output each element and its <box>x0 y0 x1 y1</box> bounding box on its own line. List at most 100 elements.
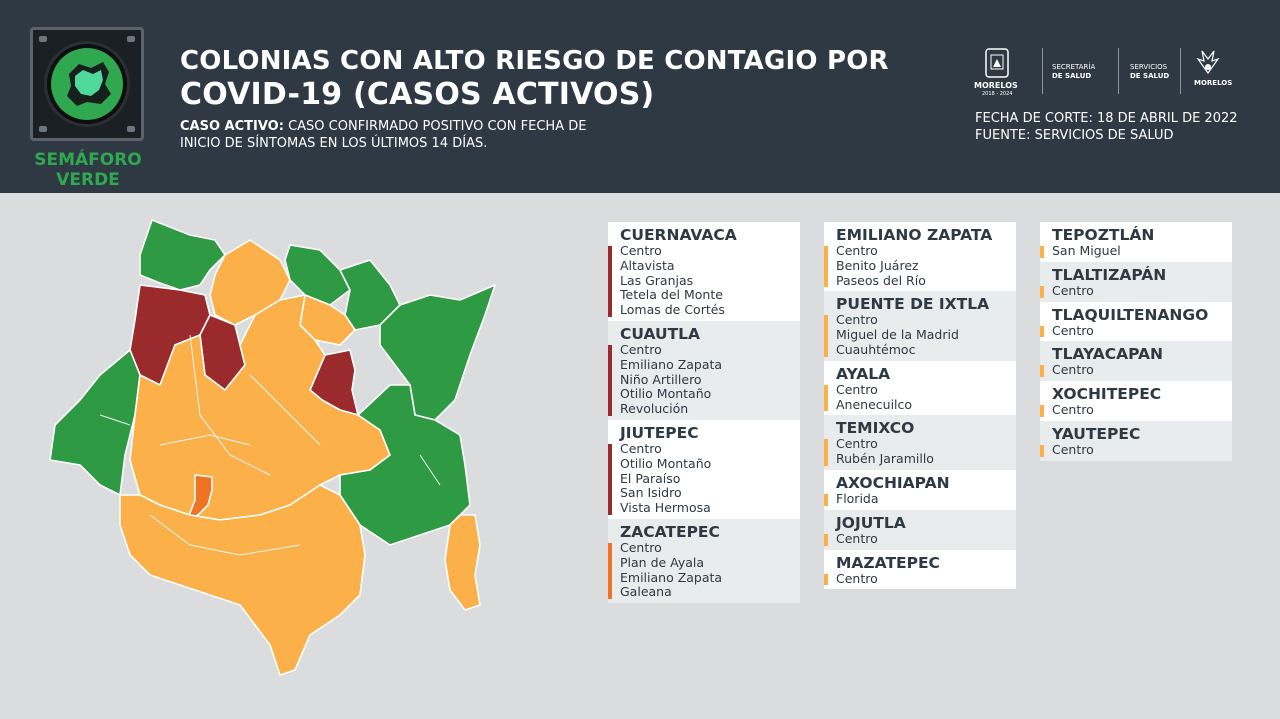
municipality-name: TLAYACAPAN <box>1052 345 1163 364</box>
date-and-source: FECHA DE CORTE: 18 DE ABRIL DE 2022 FUEN… <box>975 110 1238 144</box>
logo-morelos-years: 2018 - 2024 <box>982 91 1013 97</box>
logo-secretaria-line2: DE SALUD <box>1052 72 1092 80</box>
colonia-name: Emiliano Zapata <box>620 569 723 585</box>
colonia-name: Centro <box>1052 402 1094 418</box>
municipality-entry: JIUTEPEC Centro Otilio Montaño El Paraíso Sa… <box>608 419 800 519</box>
colonia-name: Vista Hermosa <box>620 500 711 516</box>
municipality-name: CUERNAVACA <box>620 226 737 244</box>
risk-color-bar <box>1040 405 1044 417</box>
colonia-name: San Miguel <box>1052 243 1121 258</box>
logo-servicios-line1: SERVICIOS <box>1130 63 1168 71</box>
municipality-name: JOJUTLA <box>836 513 906 532</box>
colonia-name: Centro <box>836 530 878 546</box>
municipality-entry: TEPOZTLÁN San Miguel <box>1040 222 1232 262</box>
colonia-name: Las Granjas <box>620 272 694 288</box>
colonia-name: Centro <box>1052 441 1094 457</box>
morelos-flower-icon <box>1196 50 1220 75</box>
risk-color-bar <box>1040 325 1044 338</box>
municipality-entry: CUERNAVACA Centro Altavista Las Granjas Tete… <box>608 222 800 321</box>
cutoff-date: FECHA DE CORTE: 18 DE ABRIL DE 2022 <box>975 111 1238 126</box>
municipality-entry: TEMIXCO Centro Rubén Jaramillo <box>824 415 1016 470</box>
colonia-name: Miguel de la Madrid <box>836 327 959 343</box>
colonia-name: Centro <box>836 243 878 258</box>
municipality-name: XOCHITEPEC <box>1052 385 1162 404</box>
source-text: FUENTE: SERVICIOS DE SALUD <box>975 128 1174 143</box>
municipality-entry: CUAUTLA Centro Emiliano Zapata Niño Artille… <box>608 320 800 420</box>
logo-morelos-text: MORELOS <box>974 81 1018 90</box>
risk-color-bar <box>608 443 612 515</box>
municipality-entry: MAZATEPEC Centro <box>824 549 1016 590</box>
colonia-name: San Isidro <box>620 485 682 501</box>
colonia-name: Centro <box>620 539 662 555</box>
municipality-name: AXOCHIAPAN <box>836 473 950 492</box>
municipality-name: TLALTIZAPÁN <box>1052 265 1167 284</box>
semaforo-label: SEMÁFORO VERDE <box>34 150 142 190</box>
colonia-name: Anenecuilco <box>836 396 913 412</box>
municipality-entry: AYALA Centro Anenecuilco <box>824 360 1016 416</box>
municipality-name: YAUTEPEC <box>1052 424 1141 443</box>
colonia-name: Tetela del Monte <box>620 287 723 303</box>
colonia-name: Altavista <box>620 257 675 273</box>
colonia-name: Emiliano Zapata <box>620 356 723 372</box>
list-column-2: EMILIANO ZAPATA Centro Benito Juárez Paseos… <box>824 222 1016 590</box>
header-banner: SEMÁFORO VERDE COLONIAS CON ALTO RIESGO … <box>0 0 1280 193</box>
risk-color-bar <box>824 533 828 546</box>
colonia-name: Plan de Ayala <box>620 554 705 570</box>
colonia-name: Revolución <box>620 401 689 417</box>
colonia-name: Niño Artillero <box>620 371 702 387</box>
municipality-entry: AXOCHIAPAN Florida <box>824 469 1016 510</box>
colonia-name: Centro <box>1052 322 1094 338</box>
colonia-name: Benito Juárez <box>836 257 919 273</box>
active-case-definition: CASO ACTIVO: CASO CONFIRMADO POSITIVO CO… <box>180 119 587 151</box>
semaforo-icon <box>30 27 144 141</box>
list-column-1: CUERNAVACA Centro Altavista Las Granjas Tete… <box>608 222 800 604</box>
municipality-name: ZACATEPEC <box>620 522 720 541</box>
municipality-name: CUAUTLA <box>620 324 701 343</box>
map-region-south <box>119 484 366 676</box>
municipality-entry: TLALTIZAPÁN Centro <box>1040 261 1232 302</box>
risk-color-bar <box>608 344 612 416</box>
map-region-zacatepec <box>187 474 213 519</box>
colonia-name: Centro <box>836 436 878 452</box>
risk-color-bar <box>824 384 828 412</box>
page-title: COLONIAS CON ALTO RIESGO DE CONTAGIO POR… <box>180 46 889 112</box>
municipality-entry: TLAYACAPAN Centro <box>1040 341 1232 382</box>
risk-color-bar <box>608 542 612 600</box>
map-region-axochiapan <box>444 514 481 611</box>
municipality-name: PUENTE DE IXTLA <box>836 295 990 314</box>
risk-color-bar <box>1040 246 1044 258</box>
map-region-north-west <box>139 219 226 291</box>
morelos-state-green-icon <box>51 48 123 120</box>
colonia-name: Centro <box>836 381 878 397</box>
municipality-name: TLAQUILTENANGO <box>1052 305 1209 324</box>
colonia-name: Rubén Jaramillo <box>836 451 934 467</box>
municipality-name: AYALA <box>836 364 891 383</box>
risk-color-bar <box>608 246 612 317</box>
risk-color-bar <box>824 493 828 506</box>
risk-color-bar <box>824 246 828 288</box>
colonia-name: Galeana <box>620 584 672 600</box>
colonia-name: Otilio Montaño <box>620 386 712 402</box>
map-region-east-green <box>339 384 471 546</box>
map-region-far-east <box>379 284 496 421</box>
risk-color-bar <box>824 573 828 586</box>
colonia-name: Centro <box>1052 362 1094 378</box>
colonia-name: Florida <box>836 490 879 506</box>
municipality-name: TEMIXCO <box>836 419 915 438</box>
colonia-name: Otilio Montaño <box>620 455 712 471</box>
municipality-entry: TLAQUILTENANGO Centro <box>1040 301 1232 342</box>
colonia-name: Centro <box>620 341 662 357</box>
colonia-name: Cuauhtémoc <box>836 341 916 357</box>
colonia-name: Lomas de Cortés <box>620 302 725 318</box>
morelos-shield-icon <box>985 48 1009 78</box>
municipality-name: TEPOZTLÁN <box>1052 226 1155 244</box>
risk-color-bar <box>1040 365 1044 378</box>
municipality-entry: YAUTEPEC Centro <box>1040 420 1232 461</box>
municipality-entry: PUENTE DE IXTLA Centro Miguel de la Madrid… <box>824 291 1016 361</box>
municipality-name: MAZATEPEC <box>836 553 940 572</box>
list-column-3: TEPOZTLÁN San Miguel TLALTIZAPÁN Centro TLAQ… <box>1040 222 1232 461</box>
municipality-entry: JOJUTLA Centro <box>824 509 1016 550</box>
logo-servicios-line2: DE SALUD <box>1130 72 1170 80</box>
logo-secretaria-line1: SECRETARÍA <box>1052 63 1096 71</box>
municipality-name: JIUTEPEC <box>620 423 699 442</box>
